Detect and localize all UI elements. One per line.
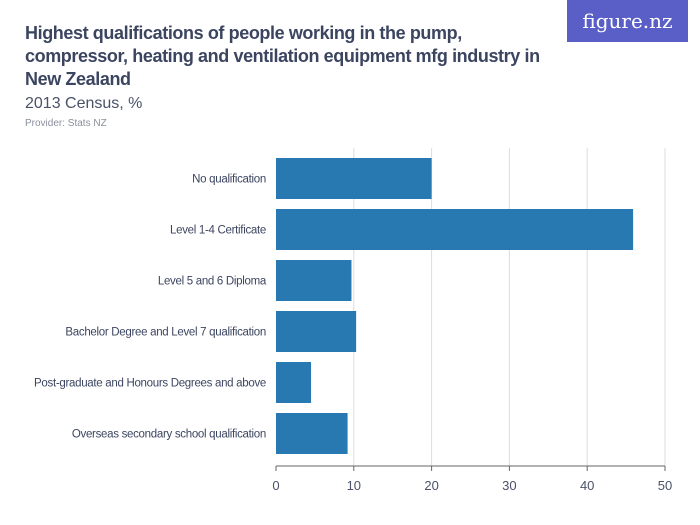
- category-label: No qualification: [192, 174, 266, 186]
- figure-nz-logo[interactable]: figure.nz: [567, 0, 688, 42]
- bar: [276, 260, 352, 301]
- bar: [276, 158, 432, 199]
- x-tick-label: 50: [658, 478, 672, 493]
- category-label: Level 5 and 6 Diploma: [158, 276, 267, 288]
- category-label: Overseas secondary school qualification: [72, 429, 266, 441]
- chart-header: Highest qualifications of people working…: [25, 22, 560, 130]
- category-label: Bachelor Degree and Level 7 qualificatio…: [65, 327, 266, 339]
- x-tick-label: 30: [502, 478, 516, 493]
- chart-title: Highest qualifications of people working…: [25, 23, 540, 89]
- x-tick-label: 20: [424, 478, 438, 493]
- bar: [276, 209, 634, 250]
- provider-label: Provider: Stats NZ: [25, 118, 107, 129]
- bar: [276, 413, 348, 454]
- x-tick-label: 10: [347, 478, 361, 493]
- category-label: Level 1-4 Certificate: [170, 225, 266, 237]
- bar: [276, 362, 312, 403]
- chart-subtitle: 2013 Census, %: [25, 95, 143, 112]
- category-label: Post-graduate and Honours Degrees and ab…: [34, 378, 266, 390]
- x-tick-label: 40: [580, 478, 594, 493]
- x-tick-label: 0: [272, 478, 279, 493]
- bar: [276, 311, 357, 352]
